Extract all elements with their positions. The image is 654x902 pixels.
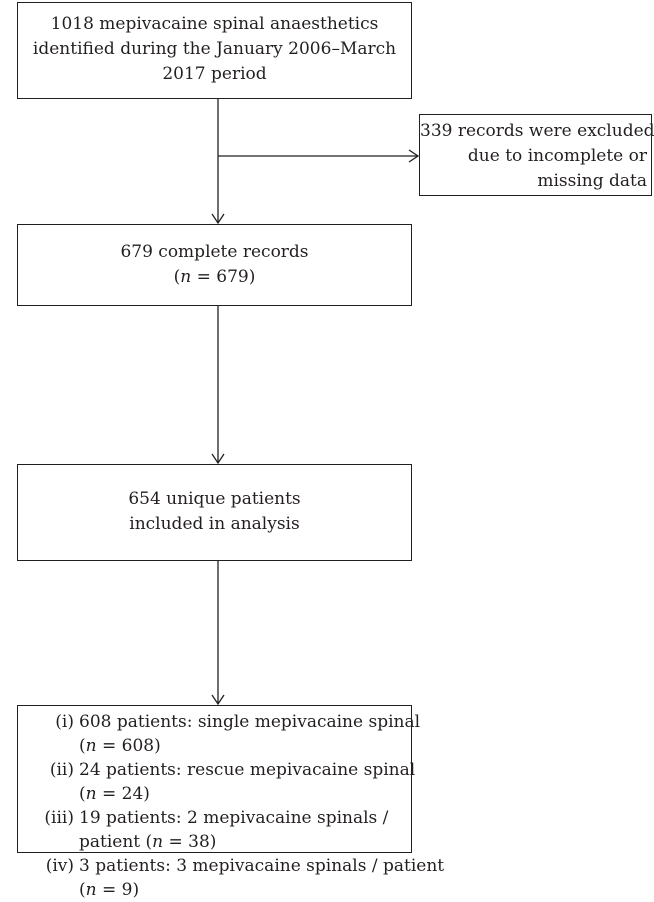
complete-records-n-line: (n = 679): [18, 265, 411, 290]
item-cont-pre: patient (: [79, 832, 153, 852]
breakdown-item-1-cont: (n = 608): [18, 734, 411, 758]
breakdown-item-1: (i) 608 patients: single mepivacaine spi…: [18, 710, 420, 734]
item-cont-rest: = 24): [96, 784, 150, 804]
excluded-box: 339 records were excluded due to incompl…: [419, 114, 654, 196]
unique-line-1: 654 unique patients: [128, 489, 301, 509]
item-cont-pre: (: [79, 736, 86, 756]
item-cont-pre: (: [79, 880, 86, 900]
complete-n-symbol: n: [180, 267, 192, 287]
arrowhead-complete: [211, 213, 225, 225]
item-cont-rest: = 9): [96, 880, 140, 900]
complete-records-line-1: 679 complete records: [120, 242, 309, 262]
item-cont-rest: = 38): [163, 832, 217, 852]
item-number: (iii): [44, 808, 74, 828]
item-n-symbol: n: [85, 880, 97, 900]
excluded-line-2: due to incomplete or: [467, 146, 647, 166]
item-number: (i): [55, 712, 74, 732]
item-n-symbol: n: [152, 832, 164, 852]
breakdown-item-4-cont: (n = 9): [18, 878, 411, 902]
item-n-symbol: n: [85, 784, 97, 804]
breakdown-box: (i) 608 patients: single mepivacaine spi…: [17, 705, 444, 900]
item-number: (ii): [49, 760, 74, 780]
item-cont-rest: = 608): [96, 736, 161, 756]
item-n-symbol: n: [85, 736, 97, 756]
breakdown-item-2-cont: (n = 24): [18, 782, 411, 806]
item-text: 608 patients: single mepivacaine spinal: [79, 712, 421, 732]
identified-box: 1018 mepivacaine spinal anaesthetics ide…: [17, 2, 412, 99]
unique-patients-box: 654 unique patients included in analysis: [17, 464, 412, 561]
item-text: 24 patients: rescue mepivacaine spinal: [79, 760, 416, 780]
flow-arrows: [211, 99, 420, 706]
arrowhead-breakdown: [211, 694, 225, 706]
complete-n-open: (: [173, 267, 181, 287]
arrowhead-unique: [211, 453, 225, 465]
identified-line-1: 1018 mepivacaine spinal anaesthetics: [50, 14, 379, 34]
breakdown-item-4: (iv) 3 patients: 3 mepivacaine spinals /…: [18, 854, 444, 878]
item-text: 19 patients: 2 mepivacaine spinals /: [79, 808, 389, 828]
complete-n-value: = 679): [191, 267, 256, 287]
breakdown-item-3-cont: patient (n = 38): [18, 830, 411, 854]
breakdown-item-2: (ii) 24 patients: rescue mepivacaine spi…: [18, 758, 415, 782]
identified-line-3: 2017 period: [162, 64, 267, 84]
excluded-line-1: 339 records were excluded: [420, 121, 654, 141]
item-number: (iv): [45, 856, 74, 876]
identified-line-2: identified during the January 2006–March: [32, 39, 397, 59]
unique-line-2: included in analysis: [129, 514, 300, 534]
breakdown-item-3: (iii) 19 patients: 2 mepivacaine spinals…: [18, 806, 411, 830]
complete-records-box: 679 complete records (n = 679): [17, 224, 412, 306]
item-cont-pre: (: [79, 784, 86, 804]
excluded-line-3: missing data: [537, 171, 647, 191]
arrowhead-excluded: [408, 149, 420, 163]
item-text: 3 patients: 3 mepivacaine spinals / pati…: [79, 856, 445, 876]
